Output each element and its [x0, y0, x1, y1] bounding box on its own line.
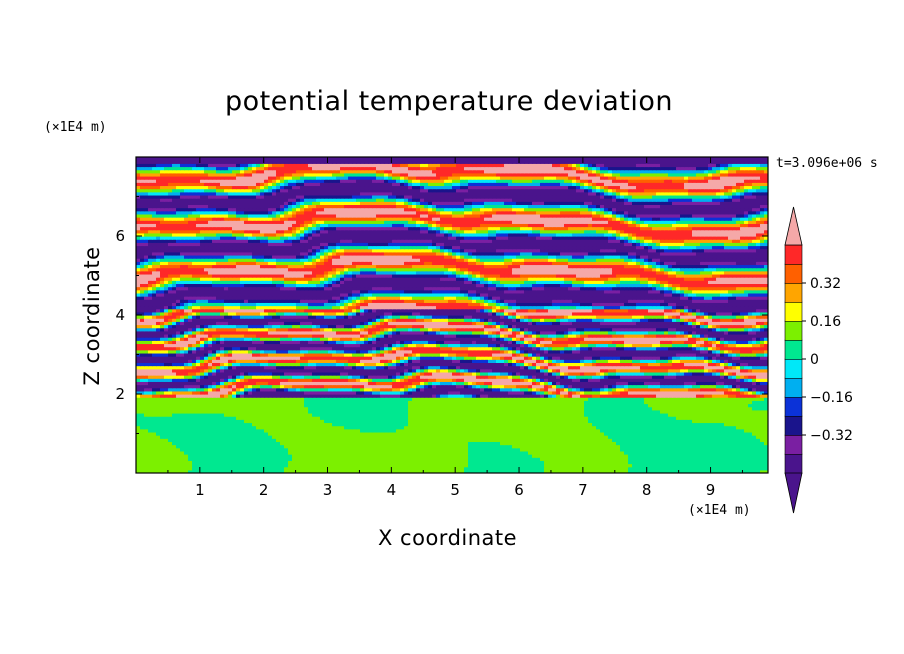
heatmap-field: [136, 157, 769, 474]
